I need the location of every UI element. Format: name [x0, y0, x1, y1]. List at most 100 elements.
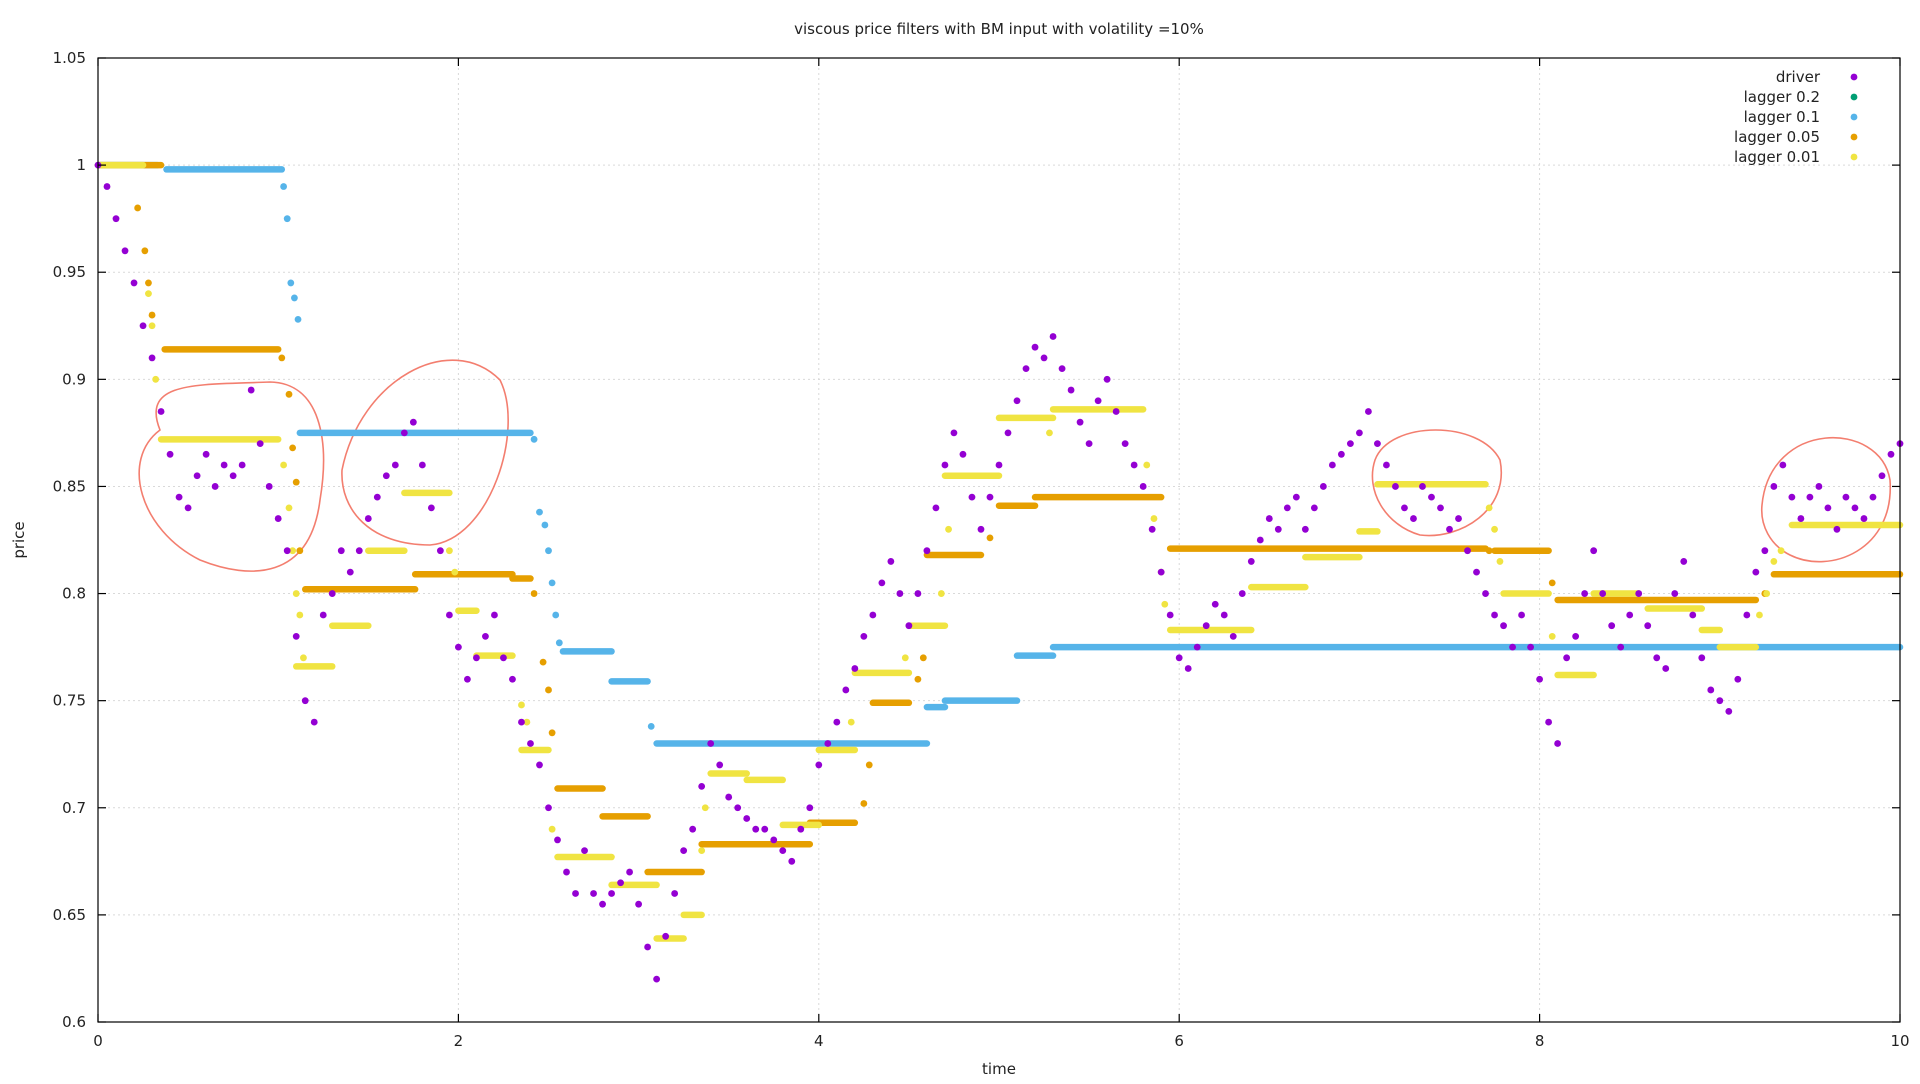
lagger-0-01-point: [698, 847, 706, 855]
driver-point: [1572, 633, 1580, 640]
driver-point: [1346, 440, 1354, 447]
driver-point: [527, 740, 534, 747]
driver-point: [1139, 483, 1147, 490]
lagger-0-1-point: [291, 294, 298, 302]
lagger-0-1-point: [283, 215, 291, 223]
driver-point: [1761, 547, 1769, 555]
driver-point: [1013, 397, 1021, 405]
driver-point: [238, 461, 246, 469]
driver-point: [1554, 740, 1562, 747]
driver-point: [1617, 643, 1625, 651]
lagger-0-05-point: [141, 247, 149, 255]
lagger-0-05-point: [296, 547, 304, 555]
lagger-0-1-point: [555, 639, 563, 647]
driver-point: [482, 633, 489, 640]
driver-point: [797, 825, 805, 833]
driver-point: [220, 461, 228, 469]
driver-point: [1653, 654, 1661, 662]
driver-point: [1698, 654, 1706, 662]
driver-point: [1581, 590, 1589, 597]
driver-point: [1815, 483, 1823, 490]
driver-point: [1788, 493, 1796, 501]
driver-point: [1680, 558, 1688, 565]
driver-point: [1094, 397, 1102, 405]
driver-point: [1130, 461, 1138, 469]
driver-point: [599, 900, 606, 908]
driver-point: [1806, 493, 1814, 501]
y-tick-label: 0.95: [53, 263, 86, 281]
driver-point: [1518, 611, 1525, 619]
driver-point: [1202, 622, 1210, 630]
driver-point: [959, 450, 967, 458]
lagger-0-05-point: [285, 390, 293, 398]
driver-point: [977, 525, 985, 533]
lagger-0-05-point: [289, 444, 297, 452]
x-tick-label: 0: [93, 1032, 103, 1050]
driver-point: [698, 782, 706, 790]
driver-point: [1779, 461, 1787, 469]
driver-point: [1455, 515, 1462, 522]
driver-point: [301, 697, 309, 705]
lagger-0-01-point: [292, 590, 300, 597]
driver-point: [1310, 504, 1318, 512]
driver-point: [761, 825, 769, 833]
driver-point: [184, 504, 192, 512]
driver-point: [436, 547, 444, 555]
lagger-0-01-point: [148, 322, 156, 330]
y-tick-label: 0.65: [53, 906, 86, 924]
driver-point: [337, 547, 345, 555]
driver-point: [716, 761, 724, 769]
driver-point: [355, 547, 363, 555]
driver-point: [986, 493, 994, 501]
driver-point: [455, 643, 462, 651]
lagger-0-01-point: [1496, 558, 1504, 565]
driver-point: [932, 504, 940, 512]
legend-marker-lagger-0-2: [1850, 93, 1858, 101]
driver-point: [464, 675, 471, 683]
driver-point: [1626, 611, 1634, 619]
driver-point: [1635, 590, 1643, 597]
driver-point: [265, 483, 273, 490]
lagger-0-01-point: [1548, 633, 1556, 640]
driver-point: [617, 879, 624, 887]
driver-point: [644, 943, 652, 951]
driver-point: [1770, 483, 1778, 490]
lagger-0-05-point: [545, 686, 552, 694]
driver-point: [545, 804, 552, 812]
lagger-0-1-point: [536, 508, 543, 516]
driver-point: [1887, 450, 1895, 458]
lagger-0-01-point: [280, 461, 288, 469]
driver-point: [869, 611, 877, 619]
driver-point: [274, 515, 282, 522]
annotation-circle: [1760, 436, 1891, 563]
driver-point: [914, 590, 922, 597]
driver-point: [473, 654, 480, 662]
lagger-0-1-point: [541, 521, 549, 529]
lagger-0-01-point: [847, 718, 855, 726]
driver-point: [247, 386, 255, 394]
lagger-0-05-point: [865, 761, 873, 769]
legend-marker-lagger-0-01: [1850, 153, 1858, 161]
driver-point: [139, 322, 147, 330]
legend-label-lagger-0-05: lagger 0.05: [1734, 128, 1820, 146]
lagger-0-01-point: [901, 654, 909, 662]
driver-point: [1229, 633, 1237, 640]
lagger-0-05-point: [530, 590, 538, 597]
lagger-0-01-point: [523, 718, 531, 726]
driver-point: [626, 868, 633, 876]
driver-point: [1184, 665, 1192, 672]
lagger-0-01-point: [937, 590, 945, 597]
driver-point: [1401, 504, 1408, 512]
driver-point: [373, 493, 381, 501]
driver-point: [680, 847, 688, 855]
driver-point: [1734, 675, 1742, 683]
driver-point: [581, 847, 588, 855]
driver-point: [1175, 654, 1183, 662]
driver-point: [1464, 547, 1471, 555]
lagger-0-1-point: [287, 279, 295, 287]
driver-point: [941, 461, 949, 469]
driver-point: [1220, 611, 1228, 619]
driver-point: [1031, 343, 1039, 351]
driver-point: [878, 579, 886, 587]
